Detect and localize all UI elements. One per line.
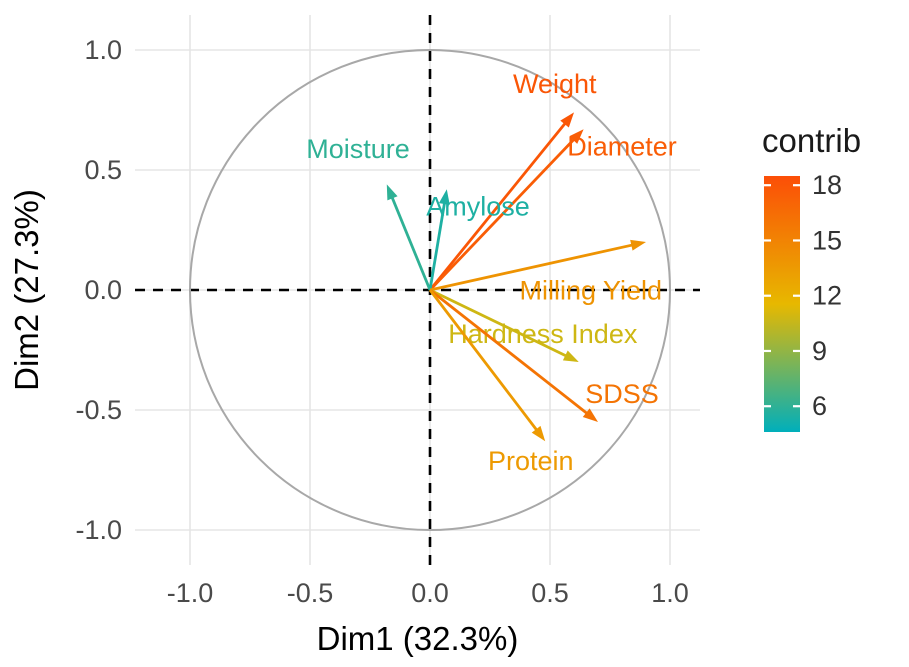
legend-tick-label: 18 <box>812 170 842 200</box>
x-tick-label: 1.0 <box>651 578 689 608</box>
arrow-diameter <box>428 137 576 291</box>
variable-label-amylose: Amylose <box>426 192 530 222</box>
legend-tick-label: 12 <box>812 281 842 311</box>
arrow-protein <box>428 289 539 432</box>
arrow-weight <box>428 121 567 291</box>
x-tick-label: 0.0 <box>411 578 449 608</box>
arrowhead-sdss <box>582 408 598 422</box>
legend-tick-label: 6 <box>812 391 827 421</box>
y-tick-label: 0.5 <box>84 155 122 185</box>
x-axis-title: Dim1 (32.3%) <box>317 620 519 657</box>
y-tick-label: 1.0 <box>84 35 122 65</box>
legend-tick-label: 9 <box>812 336 827 366</box>
unit-correlation-circle <box>189 49 671 531</box>
arrowhead-amylose <box>438 189 450 205</box>
arrow-sdss <box>429 288 589 416</box>
variable-label-weight: Weight <box>513 69 597 99</box>
legend-colorbar <box>764 176 800 432</box>
arrowhead-diameter <box>569 129 584 144</box>
x-tick-label: -0.5 <box>287 578 334 608</box>
arrowhead-hardness-index <box>562 350 579 362</box>
arrowhead-milling-yield <box>630 239 646 251</box>
variable-label-milling-yield: Milling Yield <box>520 276 663 306</box>
arrow-amylose <box>428 201 447 291</box>
y-tick-label: -1.0 <box>75 515 122 545</box>
arrowhead-weight <box>560 112 574 128</box>
legend-title: contrib <box>762 122 861 159</box>
x-tick-label: 0.5 <box>531 578 569 608</box>
arrowhead-protein <box>531 425 546 442</box>
y-axis-title: Dim2 (27.3%) <box>8 189 45 391</box>
legend-tick-label: 15 <box>812 225 842 255</box>
variable-label-diameter: Diameter <box>567 132 677 162</box>
variable-label-sdss: SDSS <box>585 379 659 409</box>
arrow-milling-yield <box>429 243 634 292</box>
x-tick-label: -1.0 <box>167 578 214 608</box>
arrow-hardness-index <box>429 288 568 358</box>
variable-label-moisture: Moisture <box>306 134 410 164</box>
variable-label-hardness-index: Hardness Index <box>448 319 638 349</box>
y-tick-label: 0.0 <box>84 275 122 305</box>
y-tick-label: -0.5 <box>75 395 122 425</box>
arrow-moisture <box>390 195 432 291</box>
arrowhead-moisture <box>386 184 398 201</box>
variable-label-protein: Protein <box>488 446 574 476</box>
